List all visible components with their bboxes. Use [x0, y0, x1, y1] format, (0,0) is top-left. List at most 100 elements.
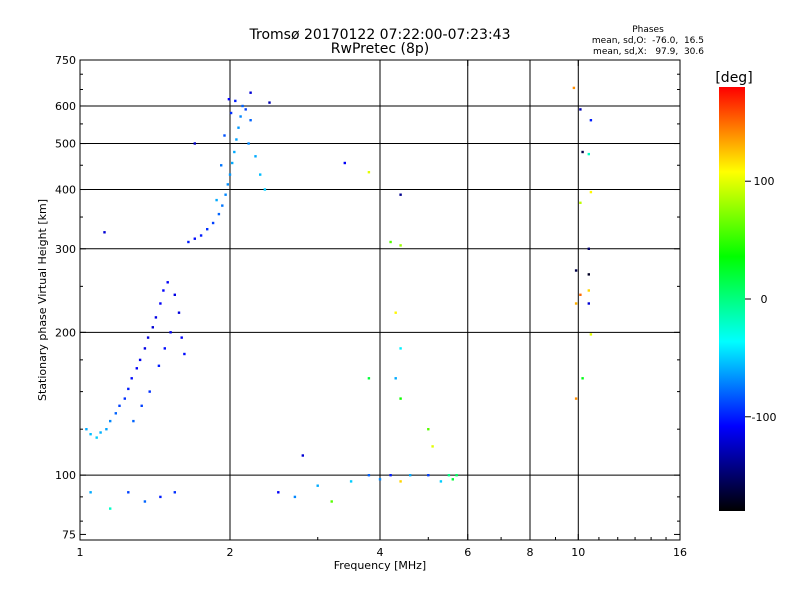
- data-point: [301, 454, 304, 457]
- colorbar: [deg] 100 0 -100: [715, 70, 776, 511]
- data-point: [127, 387, 130, 391]
- data-point: [99, 431, 102, 434]
- data-point: [89, 491, 92, 494]
- data-point: [394, 377, 397, 380]
- data-point: [89, 433, 92, 436]
- colorbar-ticks: 100 0 -100: [745, 175, 776, 424]
- data-point: [409, 474, 412, 477]
- data-point: [244, 108, 247, 111]
- data-point: [148, 390, 151, 393]
- data-point: [211, 221, 215, 225]
- y-tick-label: 600: [55, 100, 76, 113]
- data-point: [447, 474, 451, 477]
- data-point: [394, 311, 397, 314]
- y-axis-label: Stationary phase Virtual Height [km]: [36, 199, 49, 401]
- data-point: [399, 244, 402, 247]
- y-tick-label: 300: [55, 243, 76, 256]
- data-point: [166, 281, 169, 284]
- data-point: [109, 507, 112, 510]
- data-point: [574, 302, 578, 305]
- data-point: [399, 397, 402, 400]
- data-point: [109, 419, 112, 423]
- data-point: [187, 240, 190, 244]
- colorbar-label: [deg]: [715, 70, 752, 86]
- data-point: [157, 364, 161, 367]
- chart-subtitle: RwPretec (8p): [331, 41, 429, 57]
- data-point: [220, 164, 223, 167]
- data-point: [431, 445, 434, 448]
- data-point: [587, 289, 590, 292]
- data-point: [217, 212, 221, 216]
- data-point: [277, 491, 280, 494]
- data-point: [169, 331, 172, 334]
- data-point: [399, 193, 402, 196]
- data-point: [451, 478, 454, 481]
- data-point: [224, 193, 227, 196]
- data-point: [587, 302, 590, 305]
- plot-area: 1 2 4 6 8 10 16 75 100 200 300 400 500 600 750: [55, 54, 687, 559]
- data-point: [143, 500, 147, 503]
- data-point: [574, 397, 578, 400]
- data-point: [389, 240, 392, 244]
- data-point: [239, 115, 242, 118]
- data-point: [151, 326, 154, 329]
- data-point: [193, 237, 196, 240]
- data-point: [572, 86, 576, 90]
- y-tick-label: 75: [62, 528, 76, 541]
- data-point: [173, 491, 176, 494]
- x-tick-label: 6: [464, 546, 471, 559]
- data-point: [199, 234, 203, 237]
- data-point: [343, 161, 346, 165]
- data-point: [146, 336, 150, 339]
- data-point: [249, 91, 252, 94]
- data-point: [228, 173, 232, 176]
- data-point: [581, 150, 584, 154]
- data-point: [579, 293, 582, 296]
- data-point: [231, 161, 234, 165]
- data-point: [226, 183, 229, 186]
- data-point: [206, 228, 209, 231]
- chart-title: Tromsø 20170122 07:22:00-07:23:43: [249, 27, 511, 43]
- data-point: [587, 273, 590, 276]
- data-point: [138, 358, 142, 362]
- data-point: [123, 397, 126, 400]
- data-point: [439, 480, 443, 483]
- data-point: [330, 500, 333, 503]
- data-point: [143, 347, 147, 350]
- colorbar-tick-label: -100: [752, 411, 777, 424]
- data-point: [173, 293, 176, 296]
- data-point: [589, 119, 593, 122]
- data-point: [579, 201, 582, 204]
- data-point: [95, 436, 98, 439]
- data-point: [223, 134, 226, 137]
- y-tick-label: 400: [55, 184, 76, 197]
- data-point: [135, 367, 138, 370]
- stats-heading: Phases: [632, 25, 664, 35]
- data-point: [399, 347, 402, 350]
- data-point: [254, 155, 257, 158]
- x-tick-label: 16: [673, 546, 687, 559]
- data-point: [215, 198, 218, 202]
- data-point: [154, 316, 158, 319]
- data-point: [293, 495, 297, 499]
- data-point: [259, 173, 262, 176]
- x-tick-label: 10: [571, 546, 585, 559]
- stats-line-x: mean, sd,X: 97.9, 30.6: [593, 47, 704, 57]
- data-point: [367, 474, 371, 477]
- data-point: [130, 377, 133, 380]
- y-tick-label: 100: [55, 469, 76, 482]
- colorbar-tick-label: 100: [754, 175, 775, 188]
- data-point: [105, 428, 108, 431]
- data-point: [316, 484, 319, 487]
- data-point: [587, 247, 590, 250]
- data-point: [263, 188, 267, 191]
- colorbar-tick-label: 0: [761, 293, 768, 306]
- data-point: [162, 289, 165, 292]
- data-point: [349, 480, 353, 483]
- data-point: [455, 474, 458, 477]
- x-axis-label: Frequency [MHz]: [334, 559, 426, 572]
- data-point: [589, 333, 593, 336]
- x-tick-label: 2: [227, 546, 234, 559]
- y-axis-ticks: 75 100 200 300 400 500 600 750: [55, 54, 680, 541]
